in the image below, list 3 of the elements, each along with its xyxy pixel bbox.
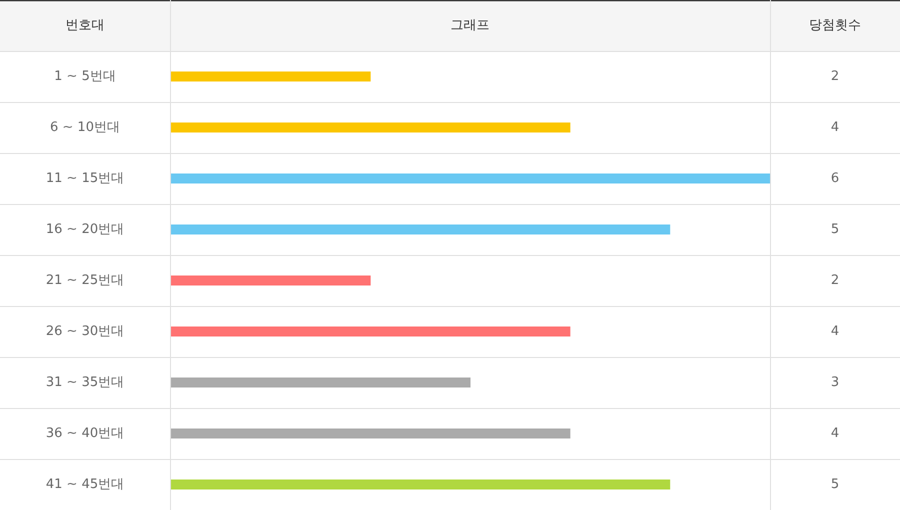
ylabel: 번호대 [66,18,104,33]
annotation: 당첨횟수 [809,18,861,33]
title: 그래프 [450,18,490,33]
